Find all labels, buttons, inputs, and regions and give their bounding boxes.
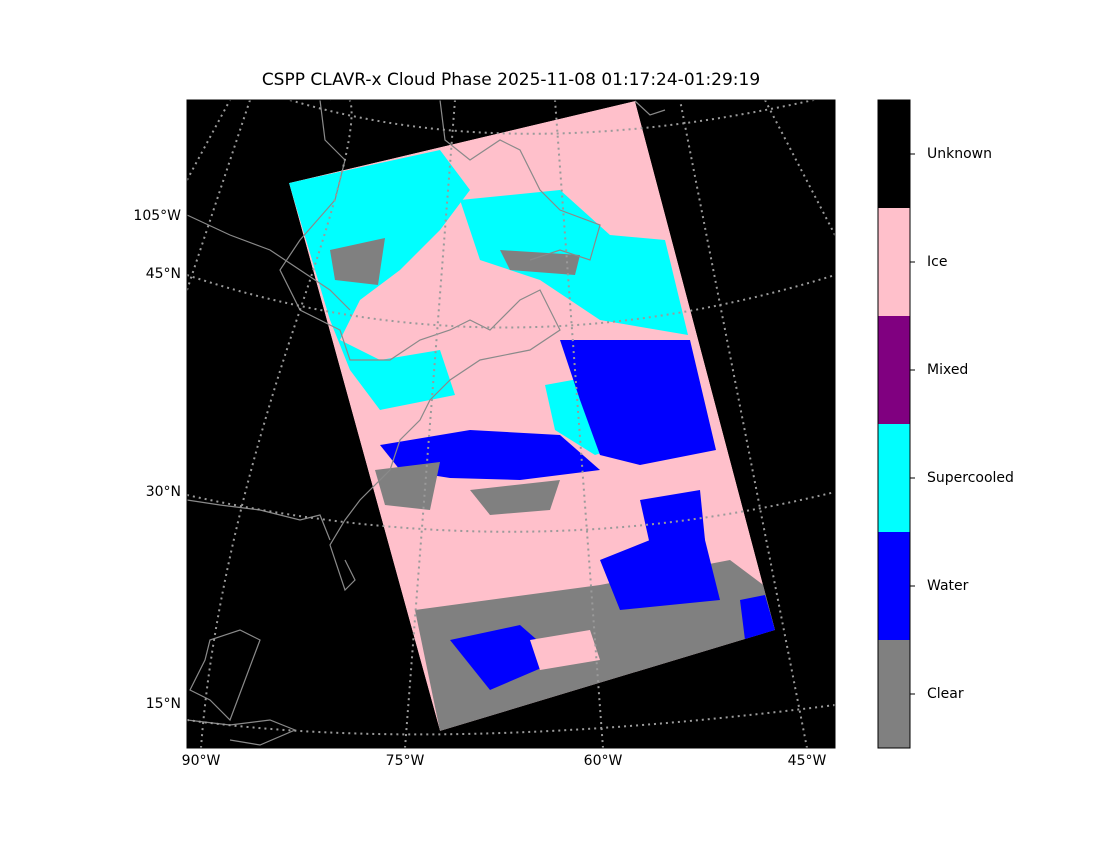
graticule <box>289 100 818 135</box>
cloud-phase-area <box>500 250 580 275</box>
cloud-phase-area <box>375 462 440 510</box>
lat-label: 30°N <box>146 484 181 500</box>
graticule <box>764 100 835 236</box>
graticule <box>404 100 456 748</box>
graticule <box>187 704 835 736</box>
coastline <box>634 100 666 116</box>
colorbar-label: Unknown <box>927 146 992 162</box>
graticule <box>554 100 604 748</box>
cloud-phase-area <box>330 238 385 285</box>
graticule <box>679 100 808 748</box>
graticule <box>187 491 835 533</box>
coastline <box>279 100 561 592</box>
cloud-phase-area <box>740 595 775 640</box>
cloud-phase-area <box>289 150 470 410</box>
lat-label: 105°W <box>133 208 181 224</box>
colorbar: Unknown Ice Mixed Supercooled Water Clear <box>877 99 1014 749</box>
title: CSPP CLAVR-x Cloud Phase 2025-11-08 01:1… <box>262 70 760 90</box>
cloud-phase-area <box>600 520 720 610</box>
cloud-phase-area <box>560 340 716 465</box>
cloud-phase-area <box>640 490 705 545</box>
lat-label: 15°N <box>146 696 181 712</box>
coastline <box>439 100 601 261</box>
colorbar-label: Ice <box>927 254 947 270</box>
coastline <box>187 499 331 541</box>
cloud-phase-area <box>530 630 600 670</box>
lon-label: 90°W <box>182 753 221 769</box>
map-frame <box>186 99 836 749</box>
colorbar-label: Water <box>927 578 969 594</box>
graticule <box>200 100 353 748</box>
colorbar-segment <box>878 424 910 532</box>
colorbar-frame <box>877 99 911 749</box>
cloud-phase-area <box>470 480 560 515</box>
lat-label: 45°N <box>146 266 181 282</box>
colorbar-segment <box>878 100 910 208</box>
colorbar-label: Clear <box>927 686 964 702</box>
lon-label: 45°W <box>788 753 827 769</box>
colorbar-label: Supercooled <box>927 470 1014 486</box>
colorbar-segment <box>878 316 910 424</box>
lon-label: 75°W <box>386 753 425 769</box>
colorbar-segment <box>878 208 910 316</box>
overlay <box>187 100 835 748</box>
colorbar-segment <box>878 532 910 640</box>
graticule <box>187 274 835 329</box>
coastline <box>187 214 351 311</box>
colorbar-label: Mixed <box>927 362 968 378</box>
colorbar-segment <box>878 640 910 748</box>
lon-label: 60°W <box>584 753 623 769</box>
